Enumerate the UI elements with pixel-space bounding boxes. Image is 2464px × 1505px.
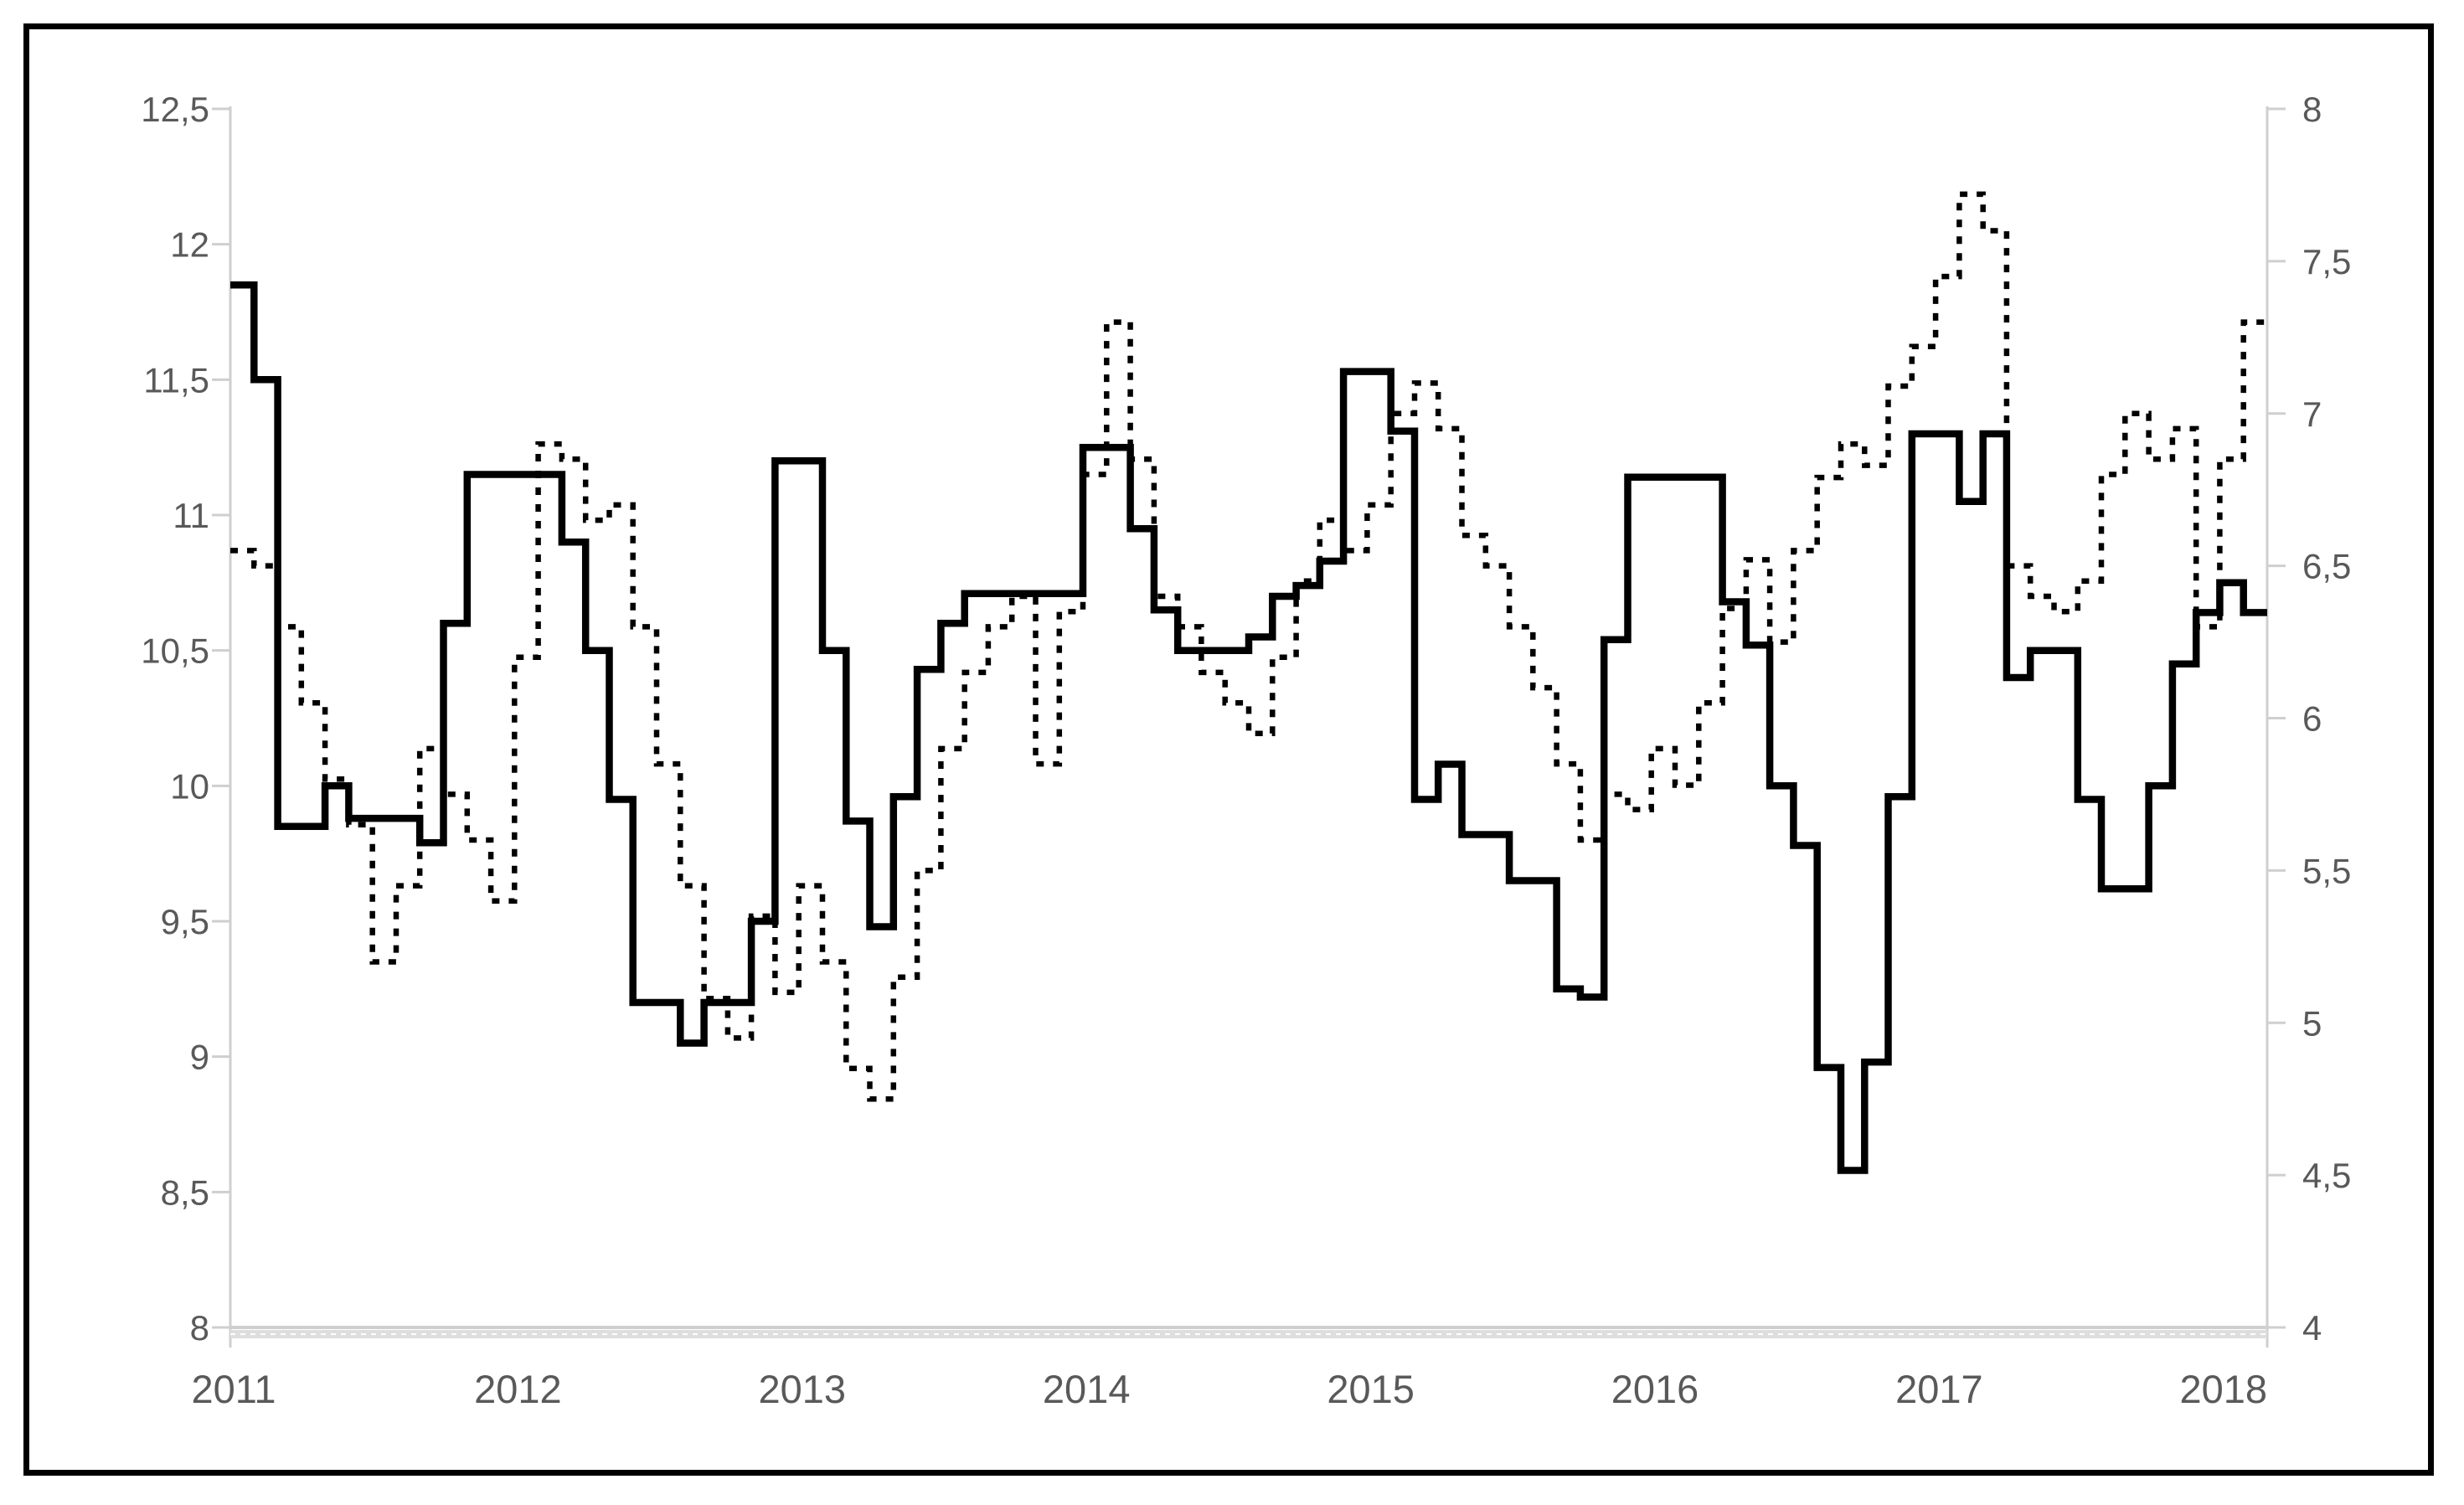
right-axis-tick-label: 4,5	[2302, 1156, 2351, 1195]
dual-axis-line-chart: 12,5 12 11,5 11 10,5 10 9,5 9 8,5 8 8 7,5 7 6,5 6 5,5 5 4…	[141, 90, 2351, 1411]
right-axis-tick-label: 6	[2302, 699, 2322, 739]
left-axis-tick-label: 12	[170, 225, 209, 265]
x-axis-year-label: 2013	[759, 1367, 847, 1411]
x-axis-year-label: 2014	[1043, 1367, 1131, 1411]
series-layer	[230, 191, 2267, 1174]
axes-layer	[212, 106, 2286, 1348]
right-axis-tick-label: 5	[2302, 1003, 2322, 1043]
labels-layer: 12,5 12 11,5 11 10,5 10 9,5 9 8,5 8 8 7,5 7 6,5 6 5,5 5 4…	[141, 90, 2351, 1411]
left-axis-tick-label: 12,5	[141, 90, 209, 129]
dotted-line-right-axis	[230, 191, 2267, 1102]
chart-frame: 12,5 12 11,5 11 10,5 10 9,5 9 8,5 8 8 7,5 7 6,5 6 5,5 5 4…	[23, 23, 2434, 1476]
right-axis-tick-label: 7,5	[2302, 242, 2351, 281]
left-axis-tick-label: 11,5	[143, 360, 209, 399]
left-axis-tick-label: 8	[190, 1308, 209, 1348]
x-axis-year-label: 2011	[191, 1367, 276, 1411]
right-axis-tick-label: 7	[2302, 394, 2322, 434]
left-axis-tick-label: 9	[190, 1038, 209, 1077]
solid-line-left-axis	[230, 281, 2267, 1174]
right-axis-tick-label: 4	[2302, 1308, 2322, 1348]
left-axis-tick-label: 8,5	[161, 1173, 209, 1212]
left-axis-tick-label: 11	[173, 496, 209, 535]
right-axis-tick-label: 5,5	[2302, 851, 2351, 890]
x-axis-year-label: 2012	[474, 1367, 562, 1411]
x-axis-year-label: 2018	[2180, 1367, 2268, 1411]
left-axis-tick-label: 9,5	[161, 902, 209, 941]
x-axis-year-label: 2016	[1611, 1367, 1699, 1411]
right-axis-tick-label: 6,5	[2302, 547, 2351, 586]
x-axis-year-label: 2015	[1327, 1367, 1415, 1411]
left-axis-tick-label: 10,5	[141, 631, 209, 671]
x-axis-year-label: 2017	[1895, 1367, 1983, 1411]
left-axis-tick-label: 10	[170, 766, 209, 806]
right-axis-tick-label: 8	[2302, 90, 2322, 129]
